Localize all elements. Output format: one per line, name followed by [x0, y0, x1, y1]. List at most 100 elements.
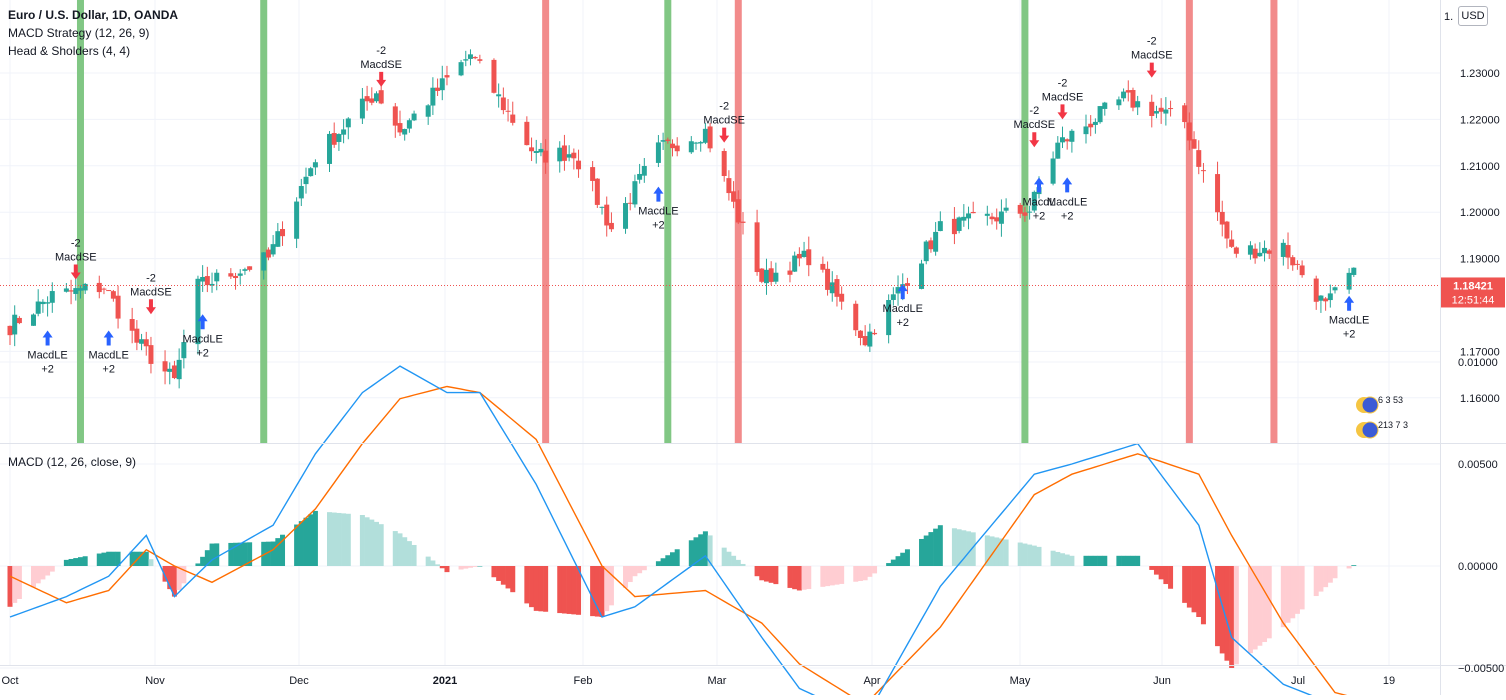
histogram-bar: [496, 566, 502, 581]
candle-body: [702, 128, 708, 143]
signal-qty: +2: [652, 220, 665, 232]
histogram-bar: [1168, 566, 1174, 589]
signal-label: MacdSE: [55, 251, 97, 263]
candle: [763, 258, 769, 295]
histogram-bar: [1351, 565, 1357, 566]
candle: [1215, 161, 1221, 221]
histogram-bar: [1017, 542, 1023, 566]
candle-body: [101, 288, 107, 290]
macd-lines: [9, 365, 1355, 700]
candle-body: [477, 59, 483, 61]
histogram-bar: [1299, 566, 1305, 610]
candle-body: [425, 105, 431, 117]
candle: [1168, 100, 1174, 117]
pattern-legend[interactable]: Head & Sholders (4, 4): [8, 44, 131, 58]
histogram-bar: [1036, 546, 1042, 566]
histogram-bar: [820, 566, 826, 587]
candle: [1200, 162, 1206, 183]
candle-body: [670, 143, 676, 149]
candle-body: [1313, 278, 1319, 302]
candle: [951, 207, 957, 245]
candle-body: [731, 191, 737, 202]
candle: [839, 286, 845, 310]
histogram-bar: [1290, 566, 1296, 619]
candle-body: [270, 244, 276, 255]
histogram-bar: [1064, 554, 1070, 566]
symbol-title[interactable]: Euro / U.S. Dollar, 1D, OANDA: [8, 8, 179, 22]
histogram-bar: [801, 566, 807, 590]
time-tick-label: 2021: [433, 675, 457, 687]
candle: [435, 78, 441, 96]
candle: [994, 208, 1000, 230]
candle-body: [209, 283, 215, 286]
candle: [655, 135, 661, 168]
candle: [641, 157, 647, 183]
histogram-bar: [998, 538, 1004, 566]
currency-badge[interactable]: USD: [1458, 6, 1488, 26]
macd-legend[interactable]: MACD (12, 26, close, 9): [8, 455, 137, 469]
down-arrow-icon: [70, 264, 81, 280]
histogram-bar: [336, 512, 342, 566]
histogram-bar: [1182, 566, 1188, 603]
candle-body: [698, 142, 704, 144]
candle: [16, 316, 22, 325]
candle-body: [886, 299, 892, 336]
candle: [110, 289, 116, 302]
price-tick-label: 1.23000: [1460, 68, 1500, 80]
candle-body: [623, 203, 629, 229]
histogram-bar: [726, 551, 732, 566]
candle-body: [162, 361, 168, 372]
long-entry-signal: MacdLE +2: [27, 330, 68, 376]
candle-body: [110, 291, 116, 299]
candle-body: [994, 217, 1000, 222]
time-tick-label: Feb: [574, 675, 593, 687]
histogram-bar: [834, 566, 840, 585]
down-arrow-icon: [1146, 62, 1157, 78]
candle: [1290, 255, 1296, 271]
candle-body: [923, 241, 929, 262]
long-entry-signal: MacdL +2: [1022, 177, 1056, 222]
histogram-bar: [966, 531, 972, 566]
histogram-bar: [1323, 566, 1329, 588]
red-band: [542, 0, 550, 443]
down-arrow-icon: [145, 299, 156, 315]
candle: [1092, 118, 1098, 134]
price-tick-label-top: 1.: [1444, 11, 1453, 23]
candle-body: [857, 330, 863, 338]
flag-label: 213 7 3: [1378, 420, 1408, 430]
candle: [1257, 242, 1263, 257]
histogram-bar: [674, 549, 680, 566]
candle: [637, 163, 643, 184]
time-tick-label: Mar: [708, 675, 727, 687]
histogram-bar: [890, 559, 896, 566]
strategy-legend[interactable]: MACD Strategy (12, 26, 9): [8, 26, 150, 40]
candle: [280, 221, 286, 246]
histogram-bar: [303, 517, 309, 566]
candle-body: [139, 339, 145, 344]
signal-qty: +2: [1343, 329, 1356, 341]
candle-body: [1327, 293, 1333, 301]
histogram-bar: [1294, 566, 1300, 614]
candle-body: [529, 147, 535, 152]
candle-body: [904, 283, 910, 286]
candle-body: [500, 97, 506, 111]
candle: [167, 362, 173, 385]
candle: [604, 196, 610, 237]
histogram-bar: [129, 551, 135, 566]
up-arrow-icon: [103, 330, 114, 346]
candle: [594, 178, 600, 208]
histogram-bar: [688, 540, 694, 566]
candle-body: [247, 266, 253, 270]
candle: [430, 77, 436, 116]
histogram-bar: [1069, 555, 1075, 566]
candle: [496, 83, 502, 108]
signal-label: MacdLE: [1329, 315, 1369, 327]
histogram-bar: [1215, 566, 1221, 647]
candle-body: [740, 221, 746, 223]
candle: [392, 103, 398, 138]
signal-label: MacdSE: [1014, 119, 1056, 131]
histogram-bar: [1130, 555, 1136, 566]
